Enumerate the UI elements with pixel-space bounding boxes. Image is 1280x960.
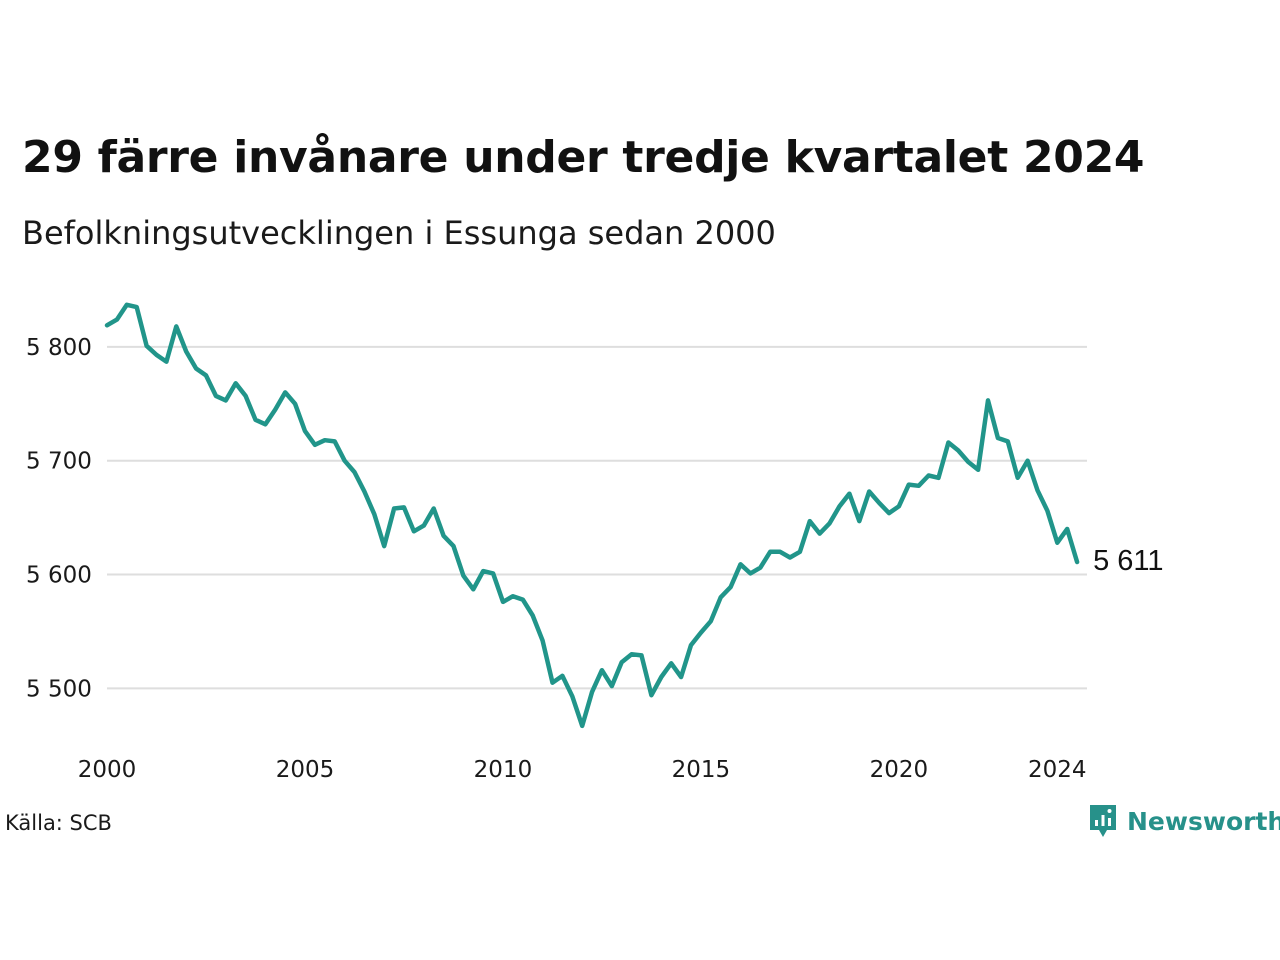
newsworthy-logo[interactable]: Newsworthy [1088, 803, 1280, 839]
y-axis-ticks: 5 500 5 600 5 700 5 800 [26, 335, 92, 702]
y-tick-label: 5 700 [26, 449, 92, 475]
x-axis-ticks: 2000 2005 2010 2015 2020 2024 [78, 757, 1087, 783]
newsworthy-logo-icon [1090, 805, 1116, 837]
source-note: Källa: SCB [5, 811, 112, 835]
chart-title: 29 färre invånare under tredje kvartalet… [22, 132, 1145, 183]
x-tick-label: 2000 [78, 757, 137, 783]
y-tick-label: 5 800 [26, 335, 92, 361]
y-tick-label: 5 600 [26, 563, 92, 589]
brand-name: Newsworthy [1127, 806, 1280, 836]
end-value-label: 5 611 [1093, 545, 1163, 577]
x-tick-label: 2020 [870, 757, 929, 783]
x-tick-label: 2024 [1028, 757, 1087, 783]
chart-subtitle: Befolkningsutvecklingen i Essunga sedan … [22, 214, 776, 252]
x-tick-label: 2010 [474, 757, 533, 783]
x-tick-label: 2005 [276, 757, 335, 783]
gridlines [107, 345, 1087, 690]
series-line-population [104, 302, 1080, 729]
x-tick-label: 2015 [672, 757, 731, 783]
y-tick-label: 5 500 [26, 676, 92, 702]
